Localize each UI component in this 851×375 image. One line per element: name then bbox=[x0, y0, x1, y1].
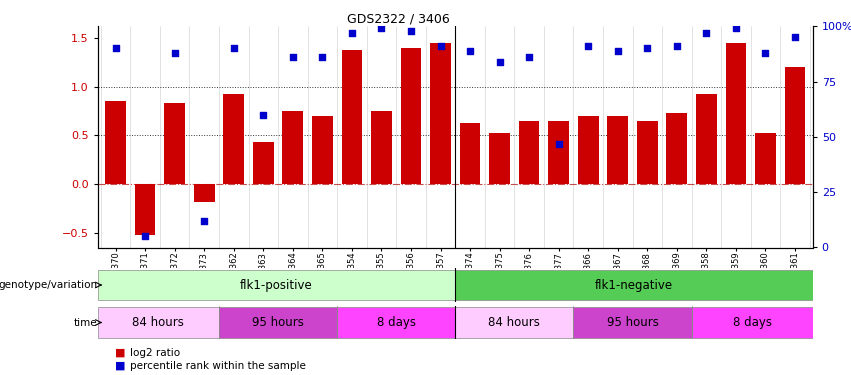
Text: 95 hours: 95 hours bbox=[252, 316, 304, 329]
Point bbox=[374, 26, 388, 32]
Bar bbox=[692, 308, 813, 338]
Title: GDS2322 / 3406: GDS2322 / 3406 bbox=[346, 12, 449, 25]
Point bbox=[729, 26, 743, 32]
Point bbox=[493, 58, 506, 64]
Bar bbox=[519, 121, 540, 184]
Point bbox=[523, 54, 536, 60]
Point bbox=[316, 54, 329, 60]
Bar bbox=[371, 111, 391, 184]
Bar bbox=[755, 134, 776, 184]
Bar bbox=[164, 103, 185, 184]
Point bbox=[700, 30, 713, 36]
Bar bbox=[548, 121, 569, 184]
Point bbox=[404, 28, 418, 34]
Bar bbox=[401, 48, 421, 184]
Bar bbox=[666, 113, 687, 184]
Bar bbox=[489, 134, 510, 184]
Point bbox=[434, 43, 448, 49]
Bar bbox=[106, 101, 126, 184]
Point bbox=[463, 48, 477, 54]
Bar bbox=[337, 308, 455, 338]
Point bbox=[197, 218, 211, 224]
Bar bbox=[219, 308, 337, 338]
Bar bbox=[608, 116, 628, 184]
Bar bbox=[726, 43, 746, 184]
Point bbox=[641, 45, 654, 51]
Text: genotype/variation: genotype/variation bbox=[0, 280, 97, 290]
Bar bbox=[98, 308, 219, 338]
Bar bbox=[455, 308, 574, 338]
Bar bbox=[574, 308, 692, 338]
Bar bbox=[696, 93, 717, 184]
Bar bbox=[578, 116, 598, 184]
Text: 8 days: 8 days bbox=[733, 316, 772, 329]
Bar bbox=[253, 142, 274, 184]
Text: flk1-negative: flk1-negative bbox=[595, 279, 673, 291]
Text: time: time bbox=[74, 318, 97, 327]
Text: 84 hours: 84 hours bbox=[133, 316, 185, 329]
Point bbox=[109, 45, 123, 51]
Point bbox=[611, 48, 625, 54]
Bar bbox=[312, 116, 333, 184]
Bar bbox=[224, 94, 244, 184]
Bar bbox=[98, 270, 455, 300]
Text: log2 ratio: log2 ratio bbox=[130, 348, 180, 357]
Bar bbox=[785, 67, 805, 184]
Text: 8 days: 8 days bbox=[377, 316, 415, 329]
Bar bbox=[283, 111, 303, 184]
Bar bbox=[637, 121, 658, 184]
Bar bbox=[341, 50, 363, 184]
Text: ■: ■ bbox=[115, 348, 125, 357]
Point bbox=[227, 45, 241, 51]
Text: percentile rank within the sample: percentile rank within the sample bbox=[130, 361, 306, 370]
Bar bbox=[194, 184, 214, 202]
Point bbox=[168, 50, 181, 56]
Bar bbox=[134, 184, 156, 235]
Bar bbox=[430, 43, 451, 184]
Point bbox=[286, 54, 300, 60]
Point bbox=[256, 112, 270, 118]
Text: 95 hours: 95 hours bbox=[607, 316, 659, 329]
Point bbox=[139, 233, 152, 239]
Point bbox=[758, 50, 772, 56]
Bar bbox=[455, 270, 813, 300]
Text: ■: ■ bbox=[115, 361, 125, 370]
Text: 84 hours: 84 hours bbox=[488, 316, 540, 329]
Point bbox=[346, 30, 359, 36]
Point bbox=[788, 34, 802, 40]
Text: flk1-positive: flk1-positive bbox=[240, 279, 313, 291]
Bar bbox=[460, 123, 481, 184]
Point bbox=[551, 141, 565, 147]
Point bbox=[581, 43, 595, 49]
Point bbox=[670, 43, 683, 49]
